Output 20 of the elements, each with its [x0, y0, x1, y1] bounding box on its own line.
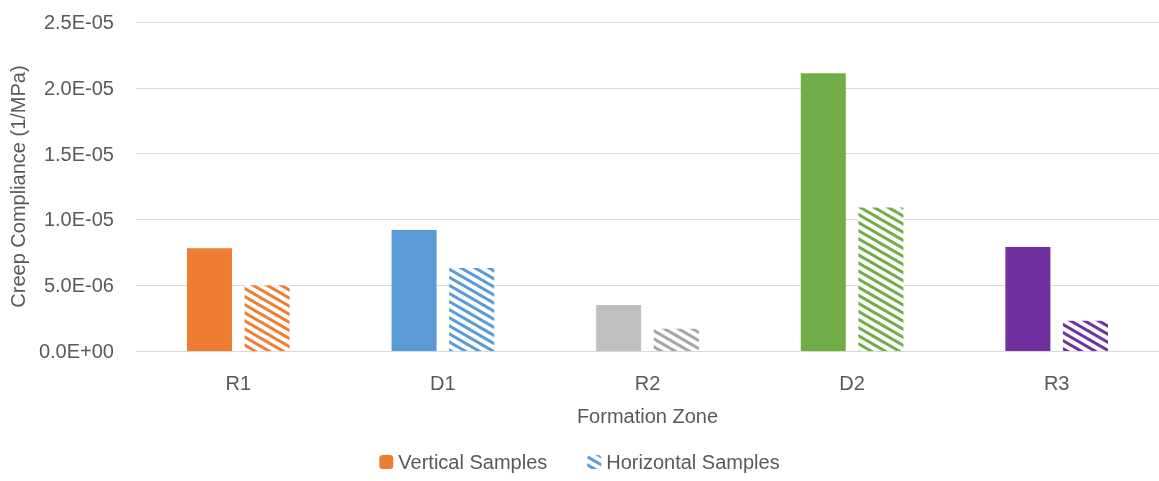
- y-tick-label: 2.0E-05: [43, 76, 114, 99]
- bar: [186, 248, 232, 351]
- y-tick-label: 5.0E-06: [43, 274, 114, 297]
- bar: [800, 73, 846, 351]
- legend-label: Horizontal Samples: [606, 451, 780, 473]
- y-tick-label: 2.5E-05: [43, 11, 114, 33]
- legend-label: Vertical Samples: [398, 451, 548, 473]
- bar: [596, 304, 642, 351]
- x-axis-title: Formation Zone: [576, 405, 719, 427]
- x-tick-label: D2: [839, 372, 865, 394]
- x-tick-label: R2: [634, 372, 661, 394]
- y-tick-label: 1.0E-05: [43, 208, 114, 231]
- x-tick-label: D1: [430, 372, 456, 394]
- x-tick-label: R1: [225, 372, 252, 394]
- bar: [1005, 247, 1051, 351]
- y-axis-title: Creep Compliance (1/MPa): [7, 65, 29, 308]
- y-tick-label: 1.5E-05: [43, 142, 114, 165]
- x-tick-label: R3: [1043, 372, 1070, 394]
- y-tick-label: 0.0E+00: [38, 340, 114, 362]
- bar: [391, 229, 437, 351]
